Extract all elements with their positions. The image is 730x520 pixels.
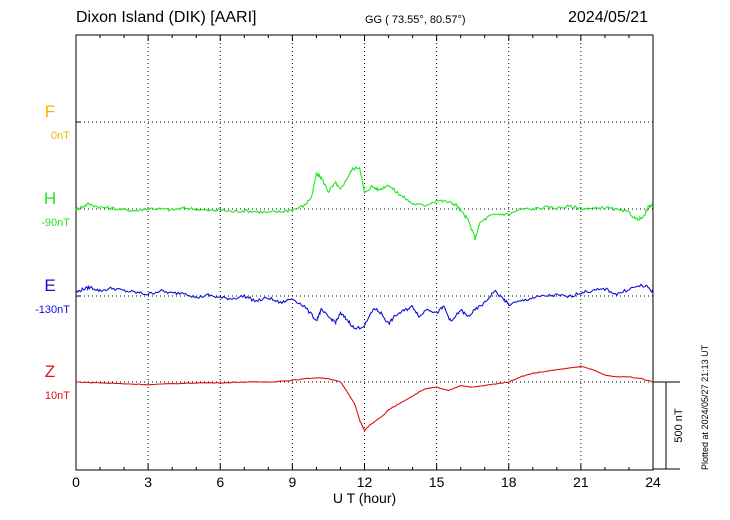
series-label-E: E: [44, 276, 55, 295]
series-baseline-F: 0nT: [51, 130, 70, 142]
series-line-E: [75, 283, 654, 330]
x-tick-label: 18: [501, 474, 517, 490]
series-label-H: H: [44, 189, 56, 208]
series-baseline-H: -90nT: [41, 217, 70, 229]
x-tick-label: 9: [288, 474, 296, 490]
x-tick-label: 3: [144, 474, 152, 490]
x-tick-label: 6: [216, 474, 224, 490]
scale-bar-label: 500 nT: [673, 408, 685, 443]
x-axis-label: U T (hour): [333, 490, 396, 506]
plot-frame: [75, 34, 654, 471]
x-tick-label: 15: [429, 474, 445, 490]
series-label-F: F: [45, 102, 55, 121]
series-baseline-E: -130nT: [35, 304, 70, 316]
x-tick-label: 12: [357, 474, 373, 490]
station-coordinates: GG ( 73.55°, 80.57°): [365, 14, 466, 26]
plotted-timestamp: Plotted at 2024/05/27 21:13 UT: [700, 344, 710, 470]
chart-title: Dixon Island (DIK) [AARI]: [76, 9, 257, 26]
series-label-Z: Z: [45, 362, 55, 381]
x-tick-label: 24: [645, 474, 661, 490]
series-line-Z: [75, 365, 654, 433]
x-tick-label: 0: [72, 474, 80, 490]
series-line-H: [75, 165, 654, 241]
series-baseline-Z: 10nT: [45, 390, 70, 402]
x-tick-label: 21: [573, 474, 589, 490]
chart-date: 2024/05/21: [568, 9, 649, 26]
